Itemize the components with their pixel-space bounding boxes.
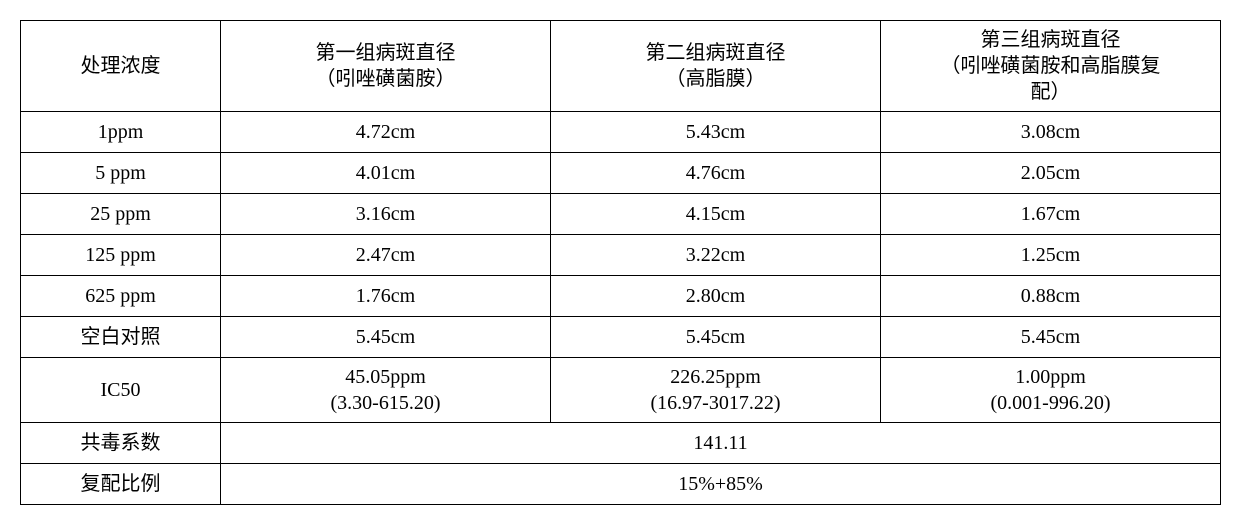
cell: 5.45cm bbox=[881, 317, 1221, 358]
cell: 1.25cm bbox=[881, 235, 1221, 276]
cotoxicity-row: 共毒系数 141.11 bbox=[21, 423, 1221, 464]
cotoxicity-label: 共毒系数 bbox=[21, 423, 221, 464]
cell: 625 ppm bbox=[21, 276, 221, 317]
table-row: 625 ppm 1.76cm 2.80cm 0.88cm bbox=[21, 276, 1221, 317]
col-header-group3-line3: 配） bbox=[1031, 81, 1071, 103]
cell: 2.80cm bbox=[551, 276, 881, 317]
cell: 0.88cm bbox=[881, 276, 1221, 317]
ratio-row: 复配比例 15%+85% bbox=[21, 464, 1221, 505]
table-row: 空白对照 5.45cm 5.45cm 5.45cm bbox=[21, 317, 1221, 358]
table-row: 5 ppm 4.01cm 4.76cm 2.05cm bbox=[21, 153, 1221, 194]
cotoxicity-value: 141.11 bbox=[221, 423, 1221, 464]
table-row: 1ppm 4.72cm 5.43cm 3.08cm bbox=[21, 112, 1221, 153]
ic50-cell-3: 1.00ppm (0.001-996.20) bbox=[881, 358, 1221, 423]
cell: 5.45cm bbox=[551, 317, 881, 358]
ic50-label: IC50 bbox=[21, 358, 221, 423]
cell: 5.45cm bbox=[221, 317, 551, 358]
ic50-row: IC50 45.05ppm (3.30-615.20) 226.25ppm (1… bbox=[21, 358, 1221, 423]
cell: 1.76cm bbox=[221, 276, 551, 317]
col-header-group2-line2: （高脂膜） bbox=[666, 68, 766, 90]
col-header-group1-line1: 第一组病斑直径 bbox=[316, 42, 456, 64]
ic50-c1-line1: 45.05ppm bbox=[345, 366, 426, 388]
cell: 125 ppm bbox=[21, 235, 221, 276]
cell: 5.43cm bbox=[551, 112, 881, 153]
cell: 5 ppm bbox=[21, 153, 221, 194]
cell: 1ppm bbox=[21, 112, 221, 153]
data-table: 处理浓度 第一组病斑直径 （吲唑磺菌胺） 第二组病斑直径 （高脂膜） 第三组病斑… bbox=[20, 20, 1221, 505]
cell: 2.05cm bbox=[881, 153, 1221, 194]
cell: 2.47cm bbox=[221, 235, 551, 276]
cell: 3.22cm bbox=[551, 235, 881, 276]
cell: 4.15cm bbox=[551, 194, 881, 235]
ic50-c2-line2: (16.97-3017.22) bbox=[651, 392, 781, 414]
table-row: 125 ppm 2.47cm 3.22cm 1.25cm bbox=[21, 235, 1221, 276]
ic50-c3-line1: 1.00ppm bbox=[1015, 366, 1086, 388]
col-header-group1: 第一组病斑直径 （吲唑磺菌胺） bbox=[221, 21, 551, 112]
cell: 空白对照 bbox=[21, 317, 221, 358]
ic50-cell-2: 226.25ppm (16.97-3017.22) bbox=[551, 358, 881, 423]
cell: 4.01cm bbox=[221, 153, 551, 194]
col-header-group3: 第三组病斑直径 （吲唑磺菌胺和高脂膜复 配） bbox=[881, 21, 1221, 112]
col-header-group3-line2: （吲唑磺菌胺和高脂膜复 bbox=[941, 55, 1161, 77]
cell: 4.76cm bbox=[551, 153, 881, 194]
ratio-label: 复配比例 bbox=[21, 464, 221, 505]
table-row: 25 ppm 3.16cm 4.15cm 1.67cm bbox=[21, 194, 1221, 235]
cell: 3.16cm bbox=[221, 194, 551, 235]
col-header-group2-line1: 第二组病斑直径 bbox=[646, 42, 786, 64]
header-row: 处理浓度 第一组病斑直径 （吲唑磺菌胺） 第二组病斑直径 （高脂膜） 第三组病斑… bbox=[21, 21, 1221, 112]
ic50-cell-1: 45.05ppm (3.30-615.20) bbox=[221, 358, 551, 423]
cell: 3.08cm bbox=[881, 112, 1221, 153]
col-header-group1-line2: （吲唑磺菌胺） bbox=[316, 68, 456, 90]
col-header-group3-line1: 第三组病斑直径 bbox=[981, 29, 1121, 51]
ratio-value: 15%+85% bbox=[221, 464, 1221, 505]
cell: 1.67cm bbox=[881, 194, 1221, 235]
ic50-c1-line2: (3.30-615.20) bbox=[331, 392, 441, 414]
col-header-concentration: 处理浓度 bbox=[21, 21, 221, 112]
ic50-c2-line1: 226.25ppm bbox=[670, 366, 761, 388]
cell: 4.72cm bbox=[221, 112, 551, 153]
ic50-c3-line2: (0.001-996.20) bbox=[991, 392, 1111, 414]
cell: 25 ppm bbox=[21, 194, 221, 235]
col-header-group2: 第二组病斑直径 （高脂膜） bbox=[551, 21, 881, 112]
